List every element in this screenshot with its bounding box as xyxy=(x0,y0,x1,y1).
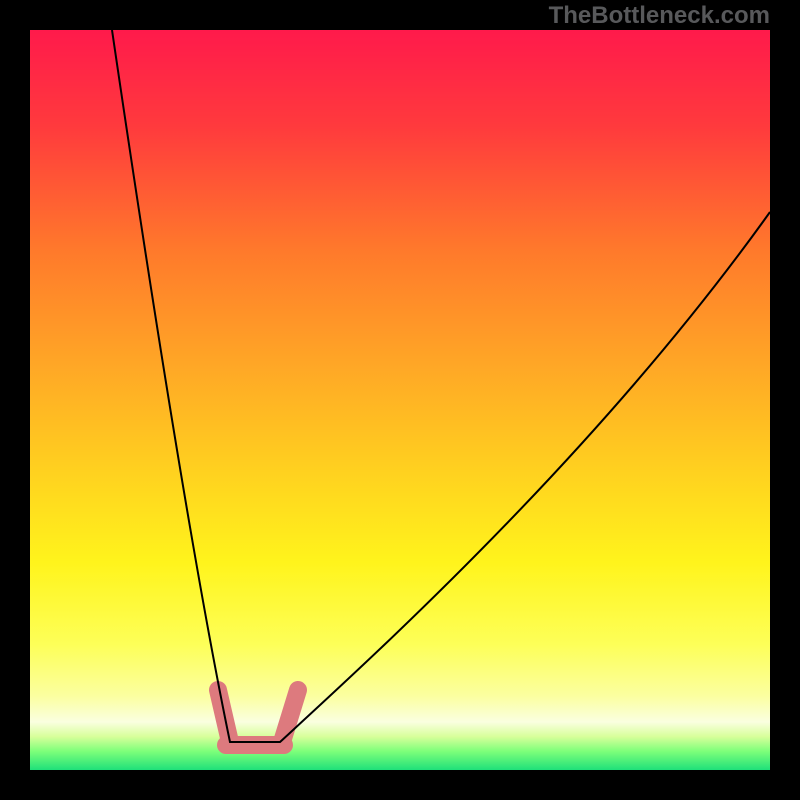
chart-svg xyxy=(30,30,770,770)
plot-area xyxy=(30,30,770,770)
gradient-background xyxy=(30,30,770,770)
chart-frame: TheBottleneck.com xyxy=(0,0,800,800)
watermark-text: TheBottleneck.com xyxy=(549,2,770,30)
